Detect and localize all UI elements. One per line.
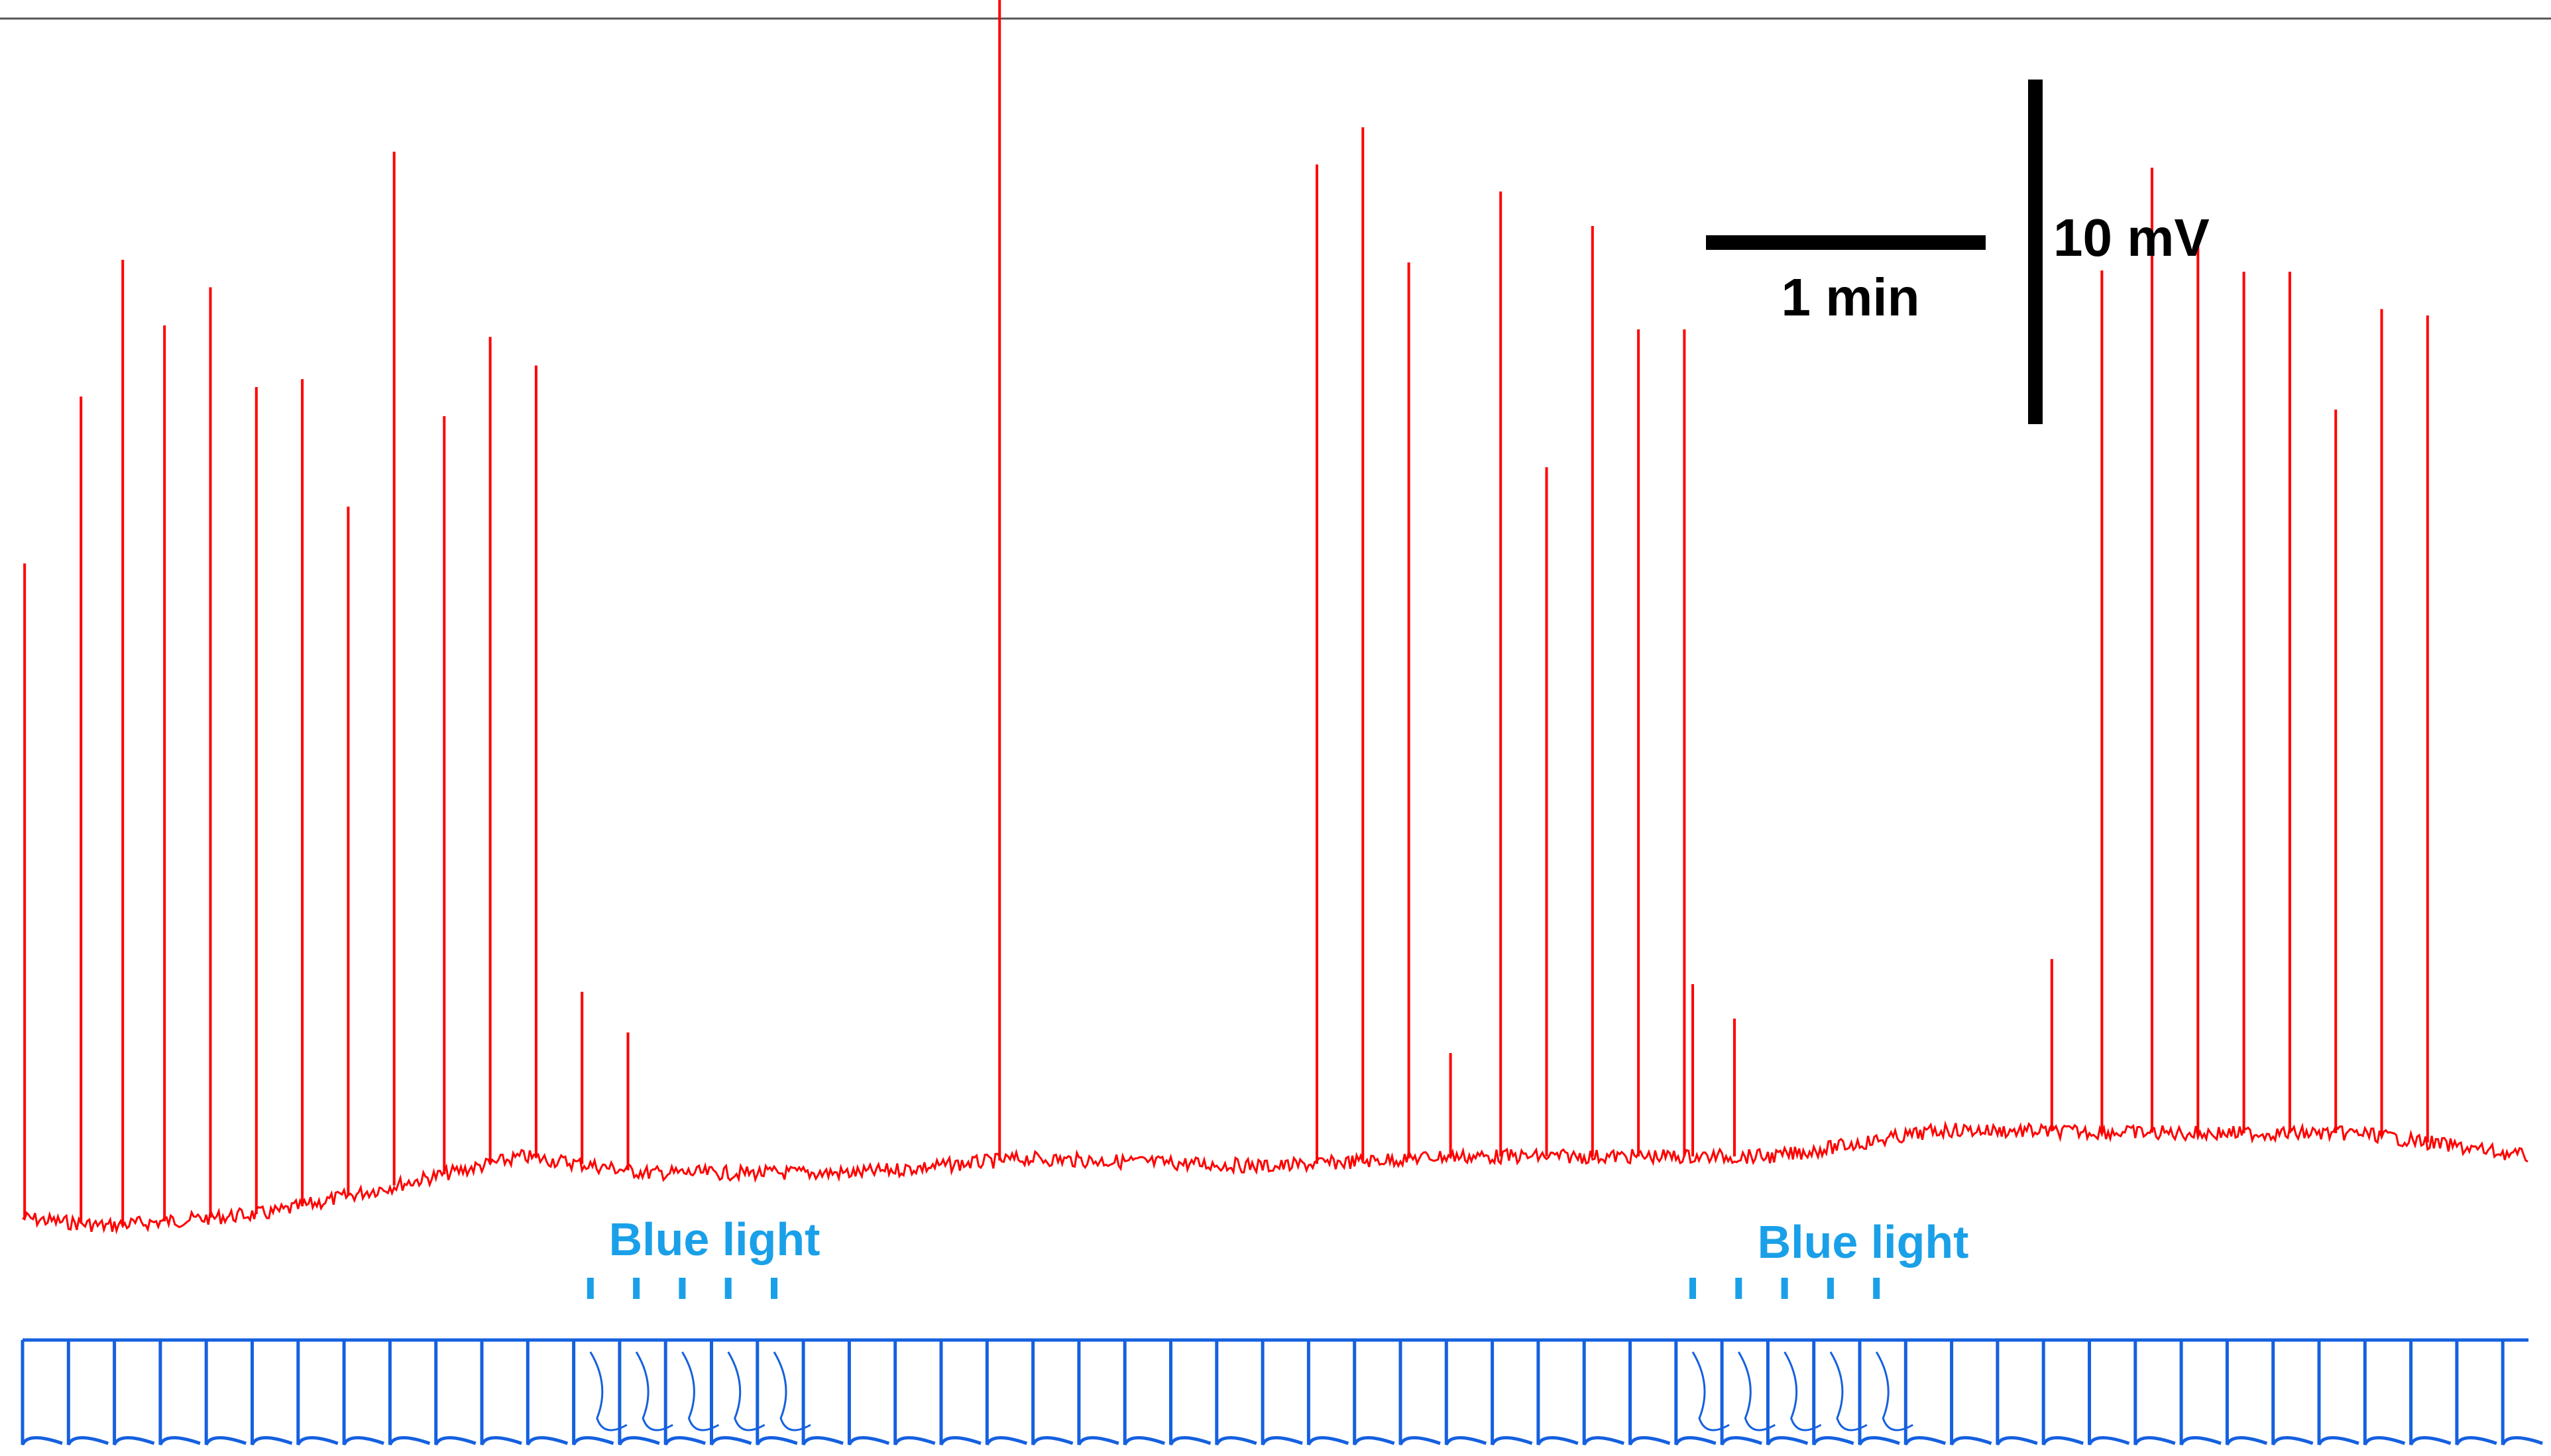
protocol-pulse-13 (618, 1340, 660, 1446)
stimulus-response-4 (773, 1351, 811, 1431)
stimulus-tick-4 (771, 1278, 777, 1299)
protocol-pulse-48 (2225, 1340, 2268, 1446)
voltage-scale-label: 10 mV (2053, 208, 2210, 267)
protocol-pulse-29 (1353, 1340, 1395, 1446)
protocol-pulse-46 (2133, 1340, 2176, 1446)
protocol-pulse-26 (1215, 1340, 1257, 1446)
protocol-pulse-15 (710, 1340, 752, 1446)
protocol-pulse-2 (113, 1340, 155, 1446)
protocol-pulse-10 (480, 1340, 522, 1446)
protocol-pulse-37 (1720, 1340, 1762, 1446)
stimulus-response-1 (635, 1351, 673, 1431)
protocol-pulse-28 (1306, 1340, 1349, 1446)
stimulus-response-8 (1829, 1351, 1868, 1431)
stimulus-response-0 (589, 1351, 628, 1431)
red-trace-line (22, 1120, 2528, 1235)
protocol-pulse-22 (1031, 1340, 1074, 1446)
protocol-pulse-39 (1812, 1340, 1854, 1446)
protocol-pulse-18 (847, 1340, 890, 1446)
protocol-pulse-11 (526, 1340, 569, 1446)
protocol-pulse-14 (663, 1340, 707, 1446)
stimulus-response-6 (1738, 1351, 1776, 1431)
protocol-pulse-19 (893, 1340, 936, 1446)
protocol-pulse-23 (1077, 1340, 1119, 1446)
protocol-pulse-44 (2041, 1340, 2084, 1446)
protocol-pulse-0 (21, 1340, 63, 1446)
protocol-pulse-7 (342, 1340, 384, 1446)
protocol-pulse-49 (2271, 1340, 2314, 1446)
stimulus-tick-2 (679, 1278, 686, 1299)
protocol-pulse-5 (251, 1340, 293, 1446)
protocol-pulse-45 (2088, 1340, 2130, 1446)
protocol-pulse-52 (2409, 1340, 2452, 1446)
stimulus-tick-1 (633, 1278, 640, 1299)
stimulus-response-3 (727, 1351, 765, 1431)
blue-light-label-2: Blue light (1758, 1216, 1969, 1268)
stimulus-response-7 (1784, 1351, 1822, 1431)
protocol-pulse-42 (1950, 1340, 1992, 1446)
scale-bars: 1 min 10 mV (1706, 80, 2210, 424)
stimulus-response-2 (681, 1351, 720, 1431)
protocol-pulse-41 (1903, 1340, 1947, 1446)
protocol-pulse-54 (2501, 1340, 2544, 1446)
protocol-pulse-35 (1628, 1340, 1671, 1446)
protocol-pulse-24 (1123, 1340, 1166, 1446)
stimulus-tick-5 (1689, 1278, 1696, 1299)
protocol-pulse-53 (2455, 1340, 2497, 1446)
protocol-pulse-4 (204, 1340, 247, 1446)
protocol-pulse-16 (756, 1340, 798, 1446)
stimulus-protocol-trace (21, 1338, 2544, 1446)
protocol-pulse-9 (434, 1340, 477, 1446)
protocol-pulse-12 (572, 1340, 614, 1446)
protocol-pulse-6 (296, 1340, 339, 1446)
protocol-pulse-27 (1261, 1340, 1303, 1446)
protocol-pulse-25 (1169, 1340, 1212, 1446)
stimulus-response-5 (1691, 1351, 1730, 1431)
protocol-pulse-50 (2317, 1340, 2359, 1446)
protocol-pulse-43 (1996, 1340, 2038, 1446)
stimulus-tick-7 (1781, 1278, 1788, 1299)
protocol-pulse-33 (1536, 1340, 1579, 1446)
protocol-pulse-1 (66, 1340, 109, 1446)
membrane-potential-trace (22, 0, 2528, 1235)
protocol-pulse-40 (1858, 1340, 1900, 1446)
blue-light-label-1: Blue light (609, 1213, 821, 1265)
protocol-pulse-38 (1766, 1340, 1809, 1446)
protocol-pulse-32 (1491, 1340, 1533, 1446)
stimulus-tick-8 (1827, 1278, 1834, 1299)
stimulus-tick-3 (724, 1278, 732, 1299)
stimulus-response-9 (1875, 1351, 1913, 1431)
protocol-pulse-36 (1674, 1340, 1717, 1446)
protocol-pulse-21 (985, 1340, 1028, 1446)
stimulus-tick-6 (1735, 1278, 1742, 1299)
protocol-pulse-47 (2179, 1340, 2222, 1446)
stimulus-tick-9 (1873, 1278, 1880, 1299)
time-scale-label: 1 min (1782, 268, 1920, 327)
protocol-pulse-3 (158, 1340, 201, 1446)
protocol-pulse-17 (801, 1340, 844, 1446)
stimulus-annotations: Blue light Blue light (587, 1213, 1969, 1299)
protocol-pulse-30 (1398, 1340, 1441, 1446)
protocol-pulse-34 (1582, 1340, 1625, 1446)
stimulus-tick-0 (587, 1278, 594, 1299)
protocol-pulse-20 (939, 1340, 982, 1446)
protocol-pulse-51 (2363, 1340, 2406, 1446)
protocol-pulse-8 (388, 1340, 431, 1446)
protocol-pulse-31 (1444, 1340, 1487, 1446)
